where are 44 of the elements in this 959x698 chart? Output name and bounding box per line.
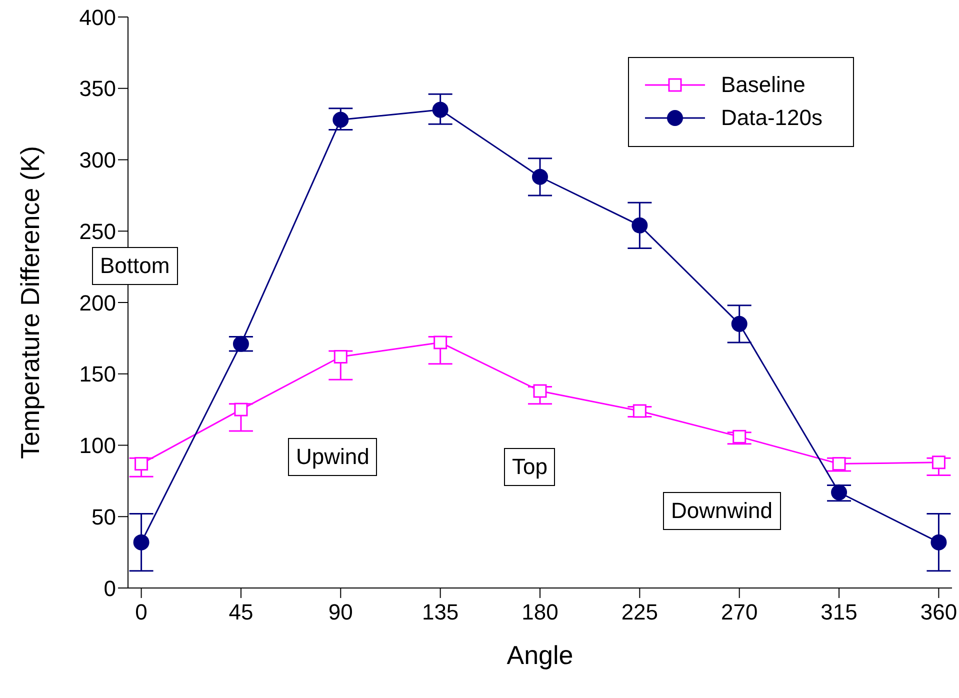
annotation: Upwind bbox=[288, 438, 378, 476]
point bbox=[532, 168, 548, 185]
x-tick-label: 45 bbox=[228, 600, 254, 625]
y-tick-label: 350 bbox=[79, 76, 116, 102]
y-tick-label: 150 bbox=[79, 362, 116, 387]
point bbox=[432, 102, 448, 118]
annotation: Top bbox=[504, 448, 556, 486]
point bbox=[133, 534, 150, 550]
legend-label: Baseline bbox=[721, 72, 806, 98]
y-tick-label: 100 bbox=[79, 433, 116, 458]
legend-label: Data-120s bbox=[721, 104, 823, 130]
point bbox=[930, 534, 947, 550]
point bbox=[234, 402, 248, 416]
x-tick-label: 225 bbox=[621, 600, 658, 625]
x-tick-label: 315 bbox=[820, 600, 858, 625]
y-tick-label: 200 bbox=[79, 290, 116, 316]
x-tick-label: 0 bbox=[135, 600, 148, 625]
point bbox=[831, 484, 848, 500]
point bbox=[832, 457, 846, 471]
point bbox=[632, 404, 646, 418]
x-tick-label: 360 bbox=[920, 600, 958, 625]
point bbox=[632, 217, 648, 234]
point bbox=[334, 350, 348, 364]
point bbox=[732, 430, 746, 444]
annotation: Downwind bbox=[663, 492, 780, 530]
x-axis-title: Angle bbox=[506, 640, 574, 670]
y-tick-label: 400 bbox=[79, 4, 116, 30]
y-tick-label: 300 bbox=[79, 148, 116, 173]
point bbox=[434, 336, 448, 350]
point bbox=[232, 336, 249, 352]
y-tick-label: 0 bbox=[104, 576, 116, 601]
x-tick-label: 90 bbox=[328, 600, 353, 625]
point bbox=[731, 316, 748, 332]
x-tick-label: 180 bbox=[522, 600, 558, 625]
y-axis-title: Temperature Difference (K) bbox=[15, 146, 45, 460]
point bbox=[332, 112, 349, 128]
point bbox=[134, 457, 148, 471]
x-tick-label: 270 bbox=[720, 600, 758, 625]
annotation: Bottom bbox=[92, 247, 178, 285]
y-tick-label: 250 bbox=[79, 218, 116, 244]
x-tick-label: 135 bbox=[422, 600, 459, 625]
point bbox=[533, 384, 547, 398]
point bbox=[932, 456, 946, 470]
y-tick-label: 50 bbox=[92, 504, 116, 530]
